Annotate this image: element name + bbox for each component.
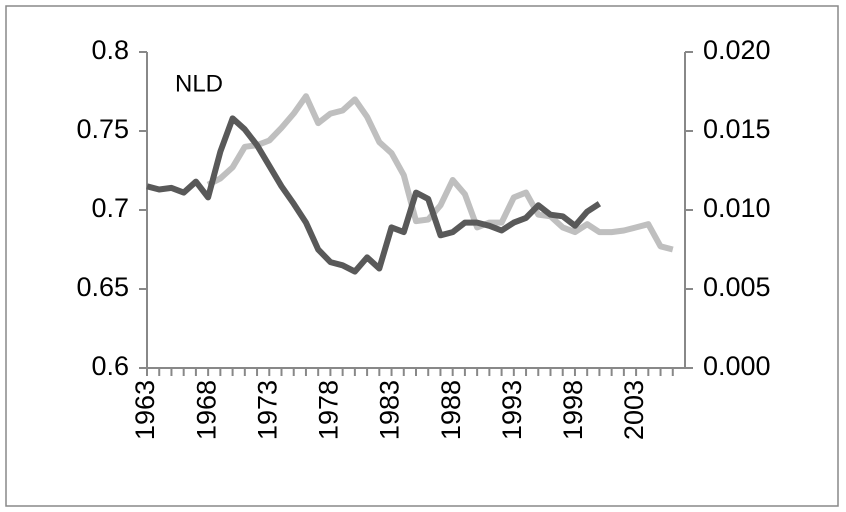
x-tick-label: 1978 [314, 380, 344, 440]
x-tick-label: 1988 [436, 380, 466, 440]
series-line [206, 93, 674, 253]
series-line [146, 115, 602, 275]
y2-tick-label: 0.015 [703, 114, 771, 144]
x-tick-label: 1968 [191, 380, 221, 440]
annotation: NLD [175, 70, 223, 97]
y2-tick-label: 0.005 [703, 272, 771, 302]
y2-tick-label: 0.020 [703, 35, 771, 65]
x-tick-label: 1973 [252, 380, 282, 440]
x-tick-label: 1963 [130, 380, 160, 440]
y-tick-label: 0.6 [91, 351, 129, 381]
x-tick-label: 1993 [497, 380, 527, 440]
y-tick-label: 0.8 [91, 35, 129, 65]
x-tick-label: 1983 [375, 380, 405, 440]
y2-tick-label: 0.000 [703, 351, 771, 381]
y-tick-label: 0.75 [76, 114, 129, 144]
x-tick-label: 1998 [558, 380, 588, 440]
y2-tick-label: 0.010 [703, 193, 771, 223]
x-tick-label: 2003 [619, 380, 649, 440]
chart-frame [5, 5, 839, 507]
y-tick-label: 0.65 [76, 272, 129, 302]
y-tick-label: 0.7 [91, 193, 129, 223]
